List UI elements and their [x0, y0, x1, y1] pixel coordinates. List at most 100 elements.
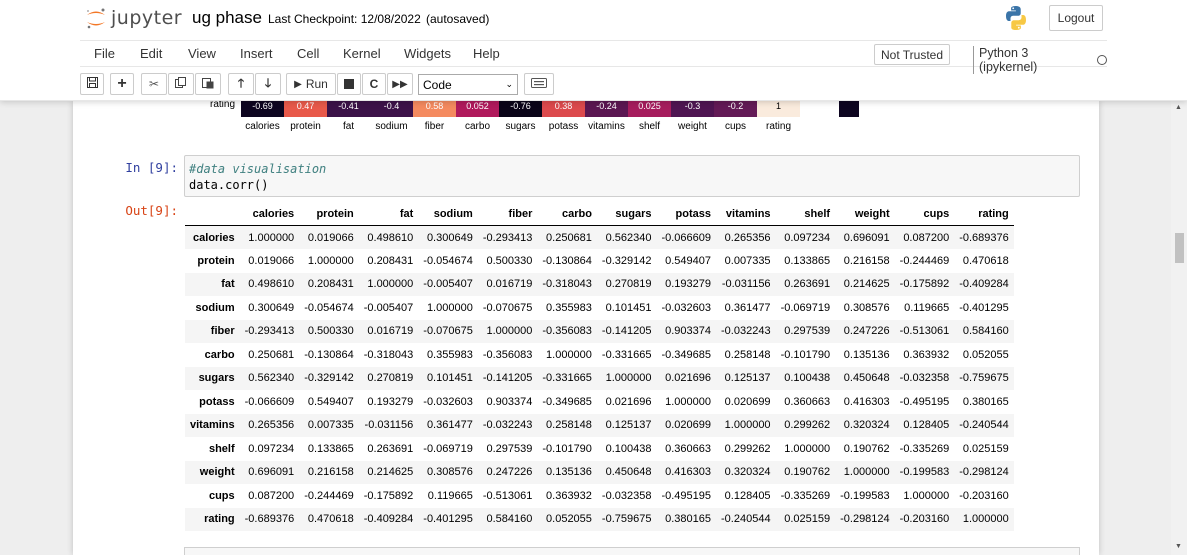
move-down-button[interactable]: 🡓 — [255, 73, 281, 95]
table-cell: -0.329142 — [601, 254, 652, 267]
interrupt-button[interactable] — [337, 73, 361, 95]
menu-cell[interactable]: Cell — [297, 46, 320, 61]
table-cell: -0.759675 — [959, 372, 1009, 385]
move-up-button[interactable]: 🡑 — [228, 73, 254, 95]
table-cell: 0.361477 — [426, 419, 473, 432]
run-button[interactable]: ▶ Run — [286, 73, 336, 95]
table-cell: 0.020699 — [665, 419, 712, 432]
table-cell: -0.203160 — [959, 489, 1009, 502]
table-cell: 0.087200 — [248, 489, 295, 502]
column-header: fiber — [477, 202, 538, 226]
table-row: cups 0.087200 -0.244469 -0.175892 0.119665 -0… — [185, 484, 1014, 508]
heatmap-cell: 0.38 — [542, 101, 585, 117]
scrollbar-thumb[interactable] — [1175, 233, 1184, 263]
insert-cell-button[interactable]: + — [110, 73, 134, 95]
heatmap-x-label: carbo — [464, 121, 490, 132]
table-cell: -0.318043 — [542, 278, 592, 291]
restart-button[interactable]: C — [362, 73, 386, 95]
table-cell: 1.000000 — [426, 301, 473, 314]
menu-file[interactable]: File — [94, 46, 115, 61]
table-cell: 0.270819 — [367, 372, 414, 385]
copy-button[interactable] — [168, 73, 194, 95]
table-cell: 0.125137 — [605, 419, 652, 432]
restart-run-all-button[interactable]: ▶▶ — [387, 73, 413, 95]
menu-edit[interactable]: Edit — [140, 46, 163, 61]
table-cell: -0.054674 — [423, 254, 473, 267]
column-header: cups — [894, 202, 955, 226]
jupyter-logo-text: jupyter — [111, 7, 183, 29]
table-cell: 0.258148 — [546, 419, 592, 432]
table-cell: 0.265356 — [248, 419, 295, 432]
table-cell: -0.298124 — [959, 466, 1009, 479]
table-cell: 0.097234 — [248, 442, 295, 455]
code-cell-input[interactable]: #data visualisation data.corr() — [184, 155, 1080, 197]
table-cell: -0.293413 — [244, 325, 295, 338]
page-scrollbar[interactable]: ▲ ▼ — [1171, 101, 1187, 555]
logout-button[interactable]: Logout — [1049, 5, 1103, 31]
heatmap-x-labels: calories protein fat sodium fiber carbo sugars… — [241, 121, 800, 132]
table-cell: 0.500330 — [307, 325, 354, 338]
dataframe-header-row: calories protein fat sodium fiber carbo sugars… — [185, 202, 1014, 226]
table-cell: -0.031156 — [721, 278, 771, 291]
menu-kernel[interactable]: Kernel — [343, 46, 381, 61]
table-cell: -0.070675 — [423, 325, 473, 338]
cut-button[interactable]: ✂ — [141, 73, 167, 95]
cell-type-select[interactable]: Code ⌄ — [418, 74, 518, 95]
jupyter-logo[interactable]: jupyter — [85, 6, 182, 30]
heatmap-cell: -0.3 — [671, 101, 714, 117]
table-row: carbo 0.250681 -0.130864 -0.318043 0.355983-… — [185, 343, 1014, 367]
column-header: carbo — [537, 202, 597, 226]
trust-button[interactable]: Not Trusted — [874, 44, 951, 65]
scroll-up-icon[interactable]: ▲ — [1175, 104, 1182, 111]
row-index: cups — [208, 489, 235, 502]
table-cell: 0.696091 — [843, 231, 890, 244]
scroll-down-icon[interactable]: ▼ — [1175, 543, 1182, 550]
table-cell: 0.100438 — [605, 442, 652, 455]
heatmap-colorbar — [839, 101, 859, 117]
table-cell: 0.247226 — [486, 466, 533, 479]
table-cell: 0.380165 — [962, 395, 1009, 408]
scissors-icon: ✂ — [148, 77, 160, 91]
table-cell: 0.450648 — [605, 466, 652, 479]
command-palette-button[interactable] — [524, 73, 554, 95]
input-prompt: In [9]: — [125, 160, 178, 175]
table-cell: 0.320324 — [843, 419, 890, 432]
kernel-indicator[interactable]: Python 3 (ipykernel) — [973, 46, 1107, 74]
table-cell: -0.054674 — [304, 301, 354, 314]
menu-insert[interactable]: Insert — [240, 46, 273, 61]
table-cell: -0.329142 — [304, 372, 354, 385]
heatmap-x-label: sodium — [375, 121, 408, 132]
table-cell: 1.000000 — [367, 278, 414, 291]
heatmap-x-label: shelf — [638, 121, 661, 132]
table-cell: 0.052055 — [962, 348, 1009, 361]
notebook-name[interactable]: ug phase — [192, 8, 262, 27]
table-cell: 0.299262 — [724, 442, 771, 455]
table-cell: 0.119665 — [904, 301, 950, 314]
table-cell: 0.299262 — [784, 419, 831, 432]
table-row: sugars 0.562340 -0.329142 0.270819 0.101451-… — [185, 366, 1014, 390]
table-cell: -0.032243 — [721, 325, 771, 338]
table-cell: -0.331665 — [542, 372, 592, 385]
table-cell: -0.199583 — [840, 489, 890, 502]
table-cell: 0.355983 — [426, 348, 473, 361]
menu-widgets[interactable]: Widgets — [404, 46, 451, 61]
table-cell: 0.101451 — [426, 372, 473, 385]
table-cell: 0.019066 — [248, 254, 295, 267]
paste-button[interactable] — [195, 73, 221, 95]
table-cell: 0.363932 — [903, 348, 950, 361]
kernel-name: Python 3 (ipykernel) — [979, 46, 1038, 74]
next-code-cell[interactable] — [184, 547, 1080, 555]
table-cell: 0.250681 — [248, 348, 295, 361]
heatmap-cell: 0.052 — [456, 101, 499, 117]
table-cell: -0.130864 — [304, 348, 354, 361]
menu-help[interactable]: Help — [473, 46, 500, 61]
table-cell: -0.066609 — [661, 231, 712, 244]
table-cell: 0.498610 — [367, 231, 414, 244]
menu-view[interactable]: View — [188, 46, 216, 61]
table-cell: 0.500330 — [486, 254, 533, 267]
heatmap-row: -0.69 0.47 -0.41 -0.4 0.58 0.052 -0.76 0.38 -0.2… — [241, 101, 800, 117]
row-index: potass — [199, 395, 235, 408]
column-header: sugars — [596, 202, 657, 226]
save-button[interactable] — [80, 73, 104, 95]
table-cell: 0.416303 — [843, 395, 890, 408]
